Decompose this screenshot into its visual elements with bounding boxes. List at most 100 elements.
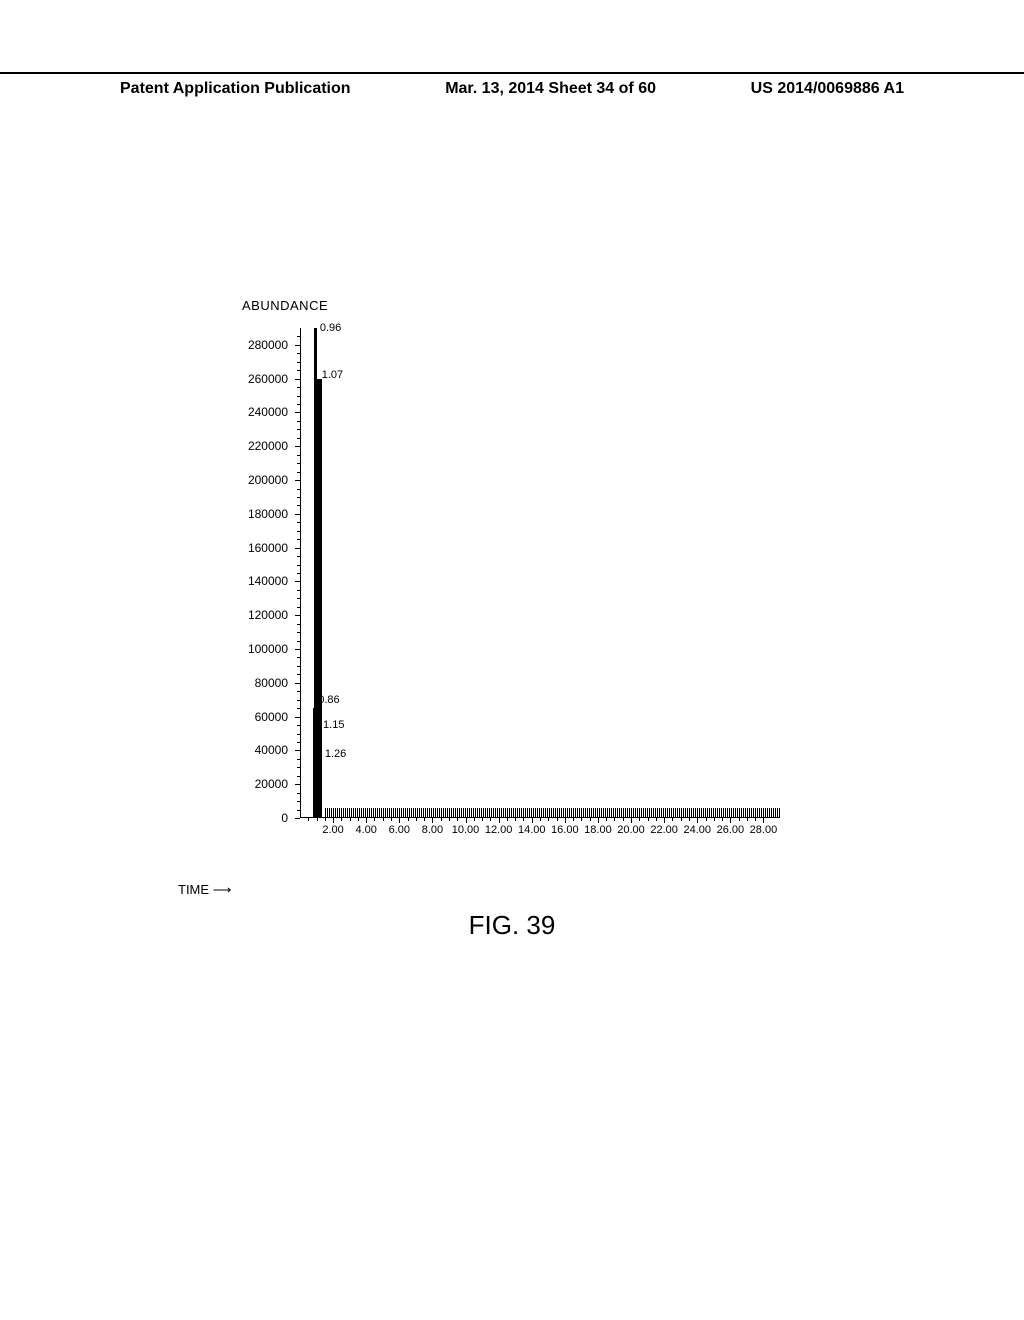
y-tick-label: 40000 [255, 743, 288, 757]
x-axis-label: TIME ⟶ [178, 882, 231, 898]
y-tick-minor [297, 657, 300, 658]
x-tick-label: 26.00 [717, 824, 745, 836]
y-tick-minor [297, 522, 300, 523]
y-tick-minor [297, 767, 300, 768]
x-tick-minor [689, 818, 690, 821]
x-tick-label: 22.00 [650, 824, 678, 836]
y-tick [295, 345, 300, 346]
y-tick [295, 750, 300, 751]
x-tick-minor [441, 818, 442, 821]
header-center: Mar. 13, 2014 Sheet 34 of 60 [445, 80, 656, 98]
y-tick [295, 581, 300, 582]
x-tick-minor [714, 818, 715, 821]
y-tick-minor [297, 759, 300, 760]
y-tick-minor [297, 641, 300, 642]
x-tick [664, 818, 665, 823]
x-tick-label: 18.00 [584, 824, 612, 836]
y-tick [295, 784, 300, 785]
x-tick-minor [449, 818, 450, 821]
y-tick-minor [297, 700, 300, 701]
y-tick [295, 615, 300, 616]
x-tick-label: 28.00 [750, 824, 778, 836]
x-tick-minor [474, 818, 475, 821]
y-tick-label: 60000 [255, 710, 288, 724]
x-tick [499, 818, 500, 823]
y-tick-minor [297, 624, 300, 625]
x-tick-label: 24.00 [683, 824, 711, 836]
y-tick-minor [297, 531, 300, 532]
y-tick-label: 0 [281, 811, 288, 825]
x-tick-label: 16.00 [551, 824, 579, 836]
y-tick-minor [297, 776, 300, 777]
x-tick [730, 818, 731, 823]
x-tick-minor [308, 818, 309, 821]
x-tick [565, 818, 566, 823]
x-tick-minor [747, 818, 748, 821]
y-tick-minor [297, 497, 300, 498]
y-tick-minor [297, 708, 300, 709]
y-tick-minor [297, 810, 300, 811]
y-tick-minor [297, 505, 300, 506]
x-tick-minor [722, 818, 723, 821]
x-tick-minor [656, 818, 657, 821]
peak-label: 1.07 [322, 369, 343, 381]
x-tick [631, 818, 632, 823]
x-tick [763, 818, 764, 823]
x-tick-minor [457, 818, 458, 821]
x-tick-label: 8.00 [422, 824, 443, 836]
y-tick [295, 446, 300, 447]
peak-label: 0.86 [318, 694, 339, 706]
arrow-right-icon: ⟶ [213, 882, 232, 898]
y-tick-minor [297, 632, 300, 633]
x-tick-minor [325, 818, 326, 821]
x-tick-minor [540, 818, 541, 821]
y-tick-minor [297, 590, 300, 591]
x-tick [366, 818, 367, 823]
y-tick-label: 160000 [248, 541, 288, 555]
y-tick [295, 379, 300, 380]
y-tick-minor [297, 734, 300, 735]
x-tick-minor [557, 818, 558, 821]
y-tick-minor [297, 353, 300, 354]
y-tick-minor [297, 489, 300, 490]
x-tick-minor [350, 818, 351, 821]
y-tick [295, 683, 300, 684]
page-header: Patent Application Publication Mar. 13, … [0, 72, 1024, 98]
y-tick-minor [297, 556, 300, 557]
x-tick-minor [706, 818, 707, 821]
y-tick-label: 240000 [248, 405, 288, 419]
y-tick-label: 100000 [248, 642, 288, 656]
x-tick-minor [383, 818, 384, 821]
x-tick-minor [424, 818, 425, 821]
x-tick-minor [573, 818, 574, 821]
y-tick-minor [297, 455, 300, 456]
x-tick-minor [523, 818, 524, 821]
x-tick-minor [408, 818, 409, 821]
plot-area: 0200004000060000800001000001200001400001… [300, 328, 780, 818]
x-tick [466, 818, 467, 823]
peak [319, 759, 322, 818]
y-tick-minor [297, 362, 300, 363]
y-tick-label: 140000 [248, 574, 288, 588]
y-tick-minor [297, 565, 300, 566]
y-tick-minor [297, 725, 300, 726]
x-tick-minor [672, 818, 673, 821]
x-tick-label: 2.00 [322, 824, 343, 836]
y-tick-minor [297, 793, 300, 794]
x-tick-minor [391, 818, 392, 821]
y-tick-minor [297, 598, 300, 599]
header-right: US 2014/0069886 A1 [751, 80, 904, 98]
chromatogram-chart: ABUNDANCE TIME ⟶ 02000040000600008000010… [210, 310, 810, 870]
x-tick-minor [606, 818, 607, 821]
y-tick-minor [297, 336, 300, 337]
y-tick-label: 260000 [248, 372, 288, 386]
x-tick-minor [358, 818, 359, 821]
x-tick [598, 818, 599, 823]
y-tick [295, 717, 300, 718]
x-tick-label: 14.00 [518, 824, 546, 836]
x-tick-minor [515, 818, 516, 821]
x-tick-minor [739, 818, 740, 821]
y-tick-minor [297, 573, 300, 574]
y-tick-minor [297, 463, 300, 464]
baseline-noise [325, 808, 780, 818]
